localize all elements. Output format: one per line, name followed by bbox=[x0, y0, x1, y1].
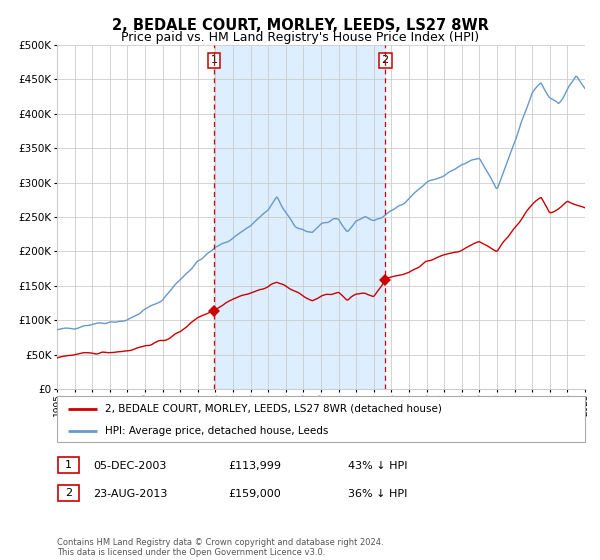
FancyBboxPatch shape bbox=[58, 486, 79, 501]
Text: 36% ↓ HPI: 36% ↓ HPI bbox=[348, 489, 407, 499]
Text: 05-DEC-2003: 05-DEC-2003 bbox=[93, 461, 166, 471]
Text: HPI: Average price, detached house, Leeds: HPI: Average price, detached house, Leed… bbox=[104, 426, 328, 436]
Text: Price paid vs. HM Land Registry's House Price Index (HPI): Price paid vs. HM Land Registry's House … bbox=[121, 31, 479, 44]
Text: 2, BEDALE COURT, MORLEY, LEEDS, LS27 8WR (detached house): 2, BEDALE COURT, MORLEY, LEEDS, LS27 8WR… bbox=[104, 404, 442, 414]
Text: 2: 2 bbox=[382, 55, 389, 66]
Text: 23-AUG-2013: 23-AUG-2013 bbox=[93, 489, 167, 499]
Text: 43% ↓ HPI: 43% ↓ HPI bbox=[348, 461, 407, 471]
Text: 2: 2 bbox=[65, 488, 72, 498]
Text: 1: 1 bbox=[65, 460, 72, 470]
Text: £113,999: £113,999 bbox=[228, 461, 281, 471]
FancyBboxPatch shape bbox=[57, 396, 585, 442]
Text: £159,000: £159,000 bbox=[228, 489, 281, 499]
Text: Contains HM Land Registry data © Crown copyright and database right 2024.
This d: Contains HM Land Registry data © Crown c… bbox=[57, 538, 383, 557]
Text: 1: 1 bbox=[211, 55, 217, 66]
FancyBboxPatch shape bbox=[58, 458, 79, 473]
Text: 2, BEDALE COURT, MORLEY, LEEDS, LS27 8WR: 2, BEDALE COURT, MORLEY, LEEDS, LS27 8WR bbox=[112, 18, 488, 33]
Bar bbox=[214, 45, 385, 389]
